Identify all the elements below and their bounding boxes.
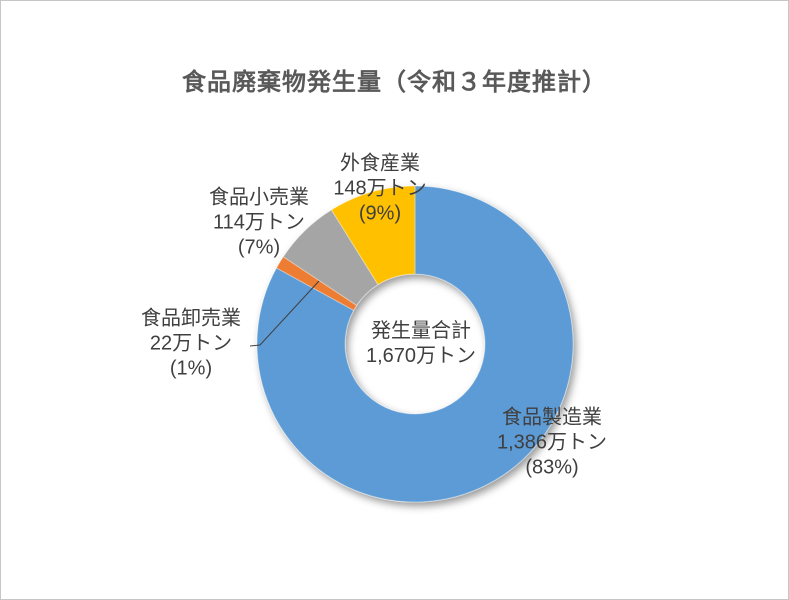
slice-label-restaurant-percent: (9%) bbox=[358, 202, 402, 225]
donut-center-total-label: 発生量合計 1,670万トン bbox=[366, 319, 476, 369]
slice-label-restaurant-name: 外食産業 bbox=[340, 152, 420, 175]
slice-label-retail-amount: 114万トン bbox=[213, 211, 305, 234]
slice-label-retail-name: 食品小売業 bbox=[209, 186, 309, 209]
slice-label-restaurant-amount: 148万トン bbox=[333, 177, 427, 200]
slice-label-manufacturing-amount: 1,386万トン bbox=[496, 431, 608, 454]
total-label-line2: 1,670万トン bbox=[365, 345, 477, 367]
slice-label-restaurant: 外食産業 148万トン (9%) bbox=[333, 152, 426, 227]
donut-slice-外食産業 bbox=[331, 185, 416, 286]
total-label-line1: 発生量合計 bbox=[371, 320, 471, 342]
donut-slice-食品製造業 bbox=[256, 185, 574, 503]
slice-label-wholesale: 食品卸売業 22万トン (1%) bbox=[141, 307, 241, 382]
slice-label-manufacturing-percent: (83%) bbox=[525, 456, 579, 479]
chart-title: 食品廃棄物発生量（令和３年度推計） bbox=[182, 69, 607, 96]
slice-label-retail: 食品小売業 114万トン (7%) bbox=[209, 186, 309, 261]
leader-line-wholesale bbox=[249, 280, 320, 347]
slice-label-manufacturing-name: 食品製造業 bbox=[502, 406, 602, 429]
slice-label-retail-percent: (7%) bbox=[237, 236, 281, 259]
slice-label-wholesale-amount: 22万トン bbox=[149, 332, 233, 355]
slice-label-wholesale-name: 食品卸売業 bbox=[141, 307, 241, 330]
slice-label-manufacturing: 食品製造業 1,386万トン (83%) bbox=[497, 406, 607, 481]
slice-label-wholesale-percent: (1%) bbox=[169, 357, 213, 380]
